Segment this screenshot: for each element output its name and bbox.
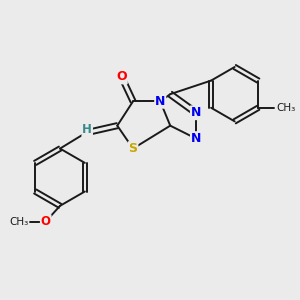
Text: H: H: [82, 124, 92, 136]
Text: N: N: [191, 132, 201, 145]
Text: N: N: [155, 95, 165, 108]
Text: CH₃: CH₃: [9, 217, 28, 226]
Text: O: O: [41, 215, 51, 228]
Text: S: S: [128, 142, 137, 155]
Text: CH₃: CH₃: [276, 103, 296, 113]
Text: O: O: [116, 70, 127, 83]
Text: N: N: [191, 106, 201, 119]
